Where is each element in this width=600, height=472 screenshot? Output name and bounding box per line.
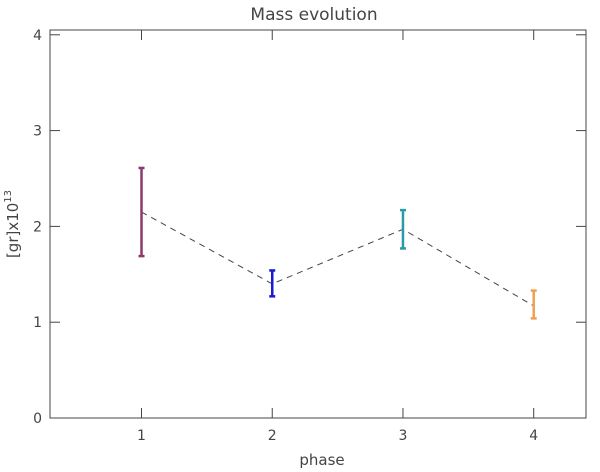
error-bar-phase-3	[399, 208, 406, 250]
error-bar-phase-2	[269, 269, 276, 298]
y-tick-label-3: 3	[33, 124, 42, 140]
chart-title: Mass evolution	[250, 5, 377, 25]
y-tick-label-1: 1	[33, 315, 42, 331]
y-tick-label-4: 4	[33, 28, 42, 44]
y-tick-label-0: 0	[33, 411, 42, 427]
x-axis-label: phase	[299, 451, 344, 469]
error-bar-phase-4	[530, 289, 537, 320]
error-bars	[138, 166, 537, 320]
x-tick-label-3: 4	[529, 428, 538, 444]
x-axis: 1 2 3 4	[137, 30, 538, 444]
x-tick-label-1: 2	[268, 428, 277, 444]
connector-line	[141, 211, 534, 307]
y-axis-label-base: [gr]x10	[4, 203, 22, 258]
x-tick-label-0: 1	[137, 428, 146, 444]
y-axis-label-exponent: 13	[3, 190, 14, 203]
x-tick-label-2: 3	[399, 428, 408, 444]
plot-frame	[49, 29, 587, 419]
y-tick-label-2: 2	[33, 219, 42, 235]
y-axis-label: [gr]x1013	[3, 190, 22, 258]
y-axis: 0 1 2 3 4	[33, 28, 586, 427]
error-bar-phase-1	[138, 166, 145, 258]
